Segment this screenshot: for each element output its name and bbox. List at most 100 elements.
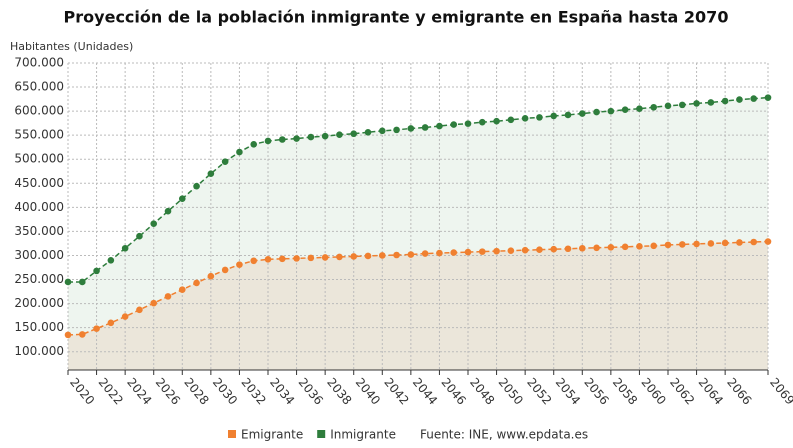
point bbox=[78, 331, 86, 338]
y-tick-label: 300.000 bbox=[14, 248, 64, 262]
x-tick-label: 2052 bbox=[524, 375, 554, 407]
point bbox=[764, 238, 772, 245]
point bbox=[593, 108, 600, 116]
point bbox=[636, 105, 643, 113]
y-tick-label: 150.000 bbox=[14, 320, 64, 334]
point bbox=[750, 95, 758, 102]
y-tick-label: 600.000 bbox=[14, 104, 64, 118]
point bbox=[264, 137, 272, 145]
point bbox=[336, 253, 343, 261]
point bbox=[378, 127, 386, 135]
point bbox=[493, 247, 500, 255]
point bbox=[78, 278, 86, 286]
point bbox=[536, 114, 543, 121]
y-tick-label: 250.000 bbox=[14, 272, 64, 286]
point bbox=[550, 245, 558, 253]
legend-label: Emigrante bbox=[241, 428, 303, 442]
x-tick-label: 2038 bbox=[324, 375, 354, 407]
point bbox=[64, 331, 72, 339]
x-tick-label: 2034 bbox=[267, 375, 297, 407]
point bbox=[436, 249, 443, 257]
x-tick-label: 2046 bbox=[438, 375, 468, 407]
x-tick-label: 2054 bbox=[553, 375, 583, 407]
point bbox=[607, 243, 615, 251]
x-tick-label: 2024 bbox=[124, 375, 154, 407]
x-tick-label: 2020 bbox=[67, 375, 97, 407]
point bbox=[450, 249, 458, 256]
y-tick-label: 100.000 bbox=[14, 344, 64, 358]
point bbox=[107, 319, 115, 327]
x-tick-label: 2022 bbox=[96, 375, 126, 407]
point bbox=[350, 130, 358, 138]
point bbox=[678, 101, 686, 109]
point bbox=[221, 158, 229, 165]
point bbox=[650, 242, 658, 250]
series-area bbox=[68, 241, 768, 370]
point bbox=[250, 257, 258, 265]
x-tick-label: 2069 bbox=[767, 375, 793, 407]
y-tick-label: 500.000 bbox=[14, 152, 64, 166]
point bbox=[364, 252, 372, 260]
point bbox=[693, 100, 700, 107]
point bbox=[64, 278, 72, 286]
point bbox=[121, 313, 129, 320]
point bbox=[93, 325, 100, 332]
point bbox=[721, 239, 729, 247]
x-tick-label: 2056 bbox=[581, 375, 611, 407]
x-tick-label: 2042 bbox=[381, 375, 411, 407]
point bbox=[207, 272, 215, 280]
point bbox=[350, 253, 358, 260]
point bbox=[436, 122, 443, 130]
point bbox=[321, 132, 329, 140]
y-tick-label: 350.000 bbox=[14, 224, 64, 238]
x-tick-label: 2036 bbox=[296, 375, 326, 407]
point bbox=[664, 241, 672, 249]
point bbox=[578, 244, 586, 252]
point bbox=[478, 118, 486, 126]
point bbox=[678, 241, 686, 248]
y-tick-label: 400.000 bbox=[14, 200, 64, 214]
point bbox=[378, 252, 386, 259]
point bbox=[707, 99, 715, 106]
point bbox=[178, 195, 186, 202]
point bbox=[307, 133, 315, 141]
point bbox=[593, 244, 600, 252]
point bbox=[364, 128, 372, 136]
point bbox=[136, 306, 143, 314]
point bbox=[336, 131, 343, 138]
x-tick-label: 2060 bbox=[638, 375, 668, 407]
x-tick-label: 2062 bbox=[667, 375, 697, 407]
point bbox=[464, 120, 472, 127]
point bbox=[707, 240, 715, 247]
point bbox=[250, 141, 258, 148]
point bbox=[736, 239, 743, 246]
legend-label: Inmigrante bbox=[330, 428, 396, 442]
point bbox=[521, 115, 529, 122]
y-tick-label: 650.000 bbox=[14, 80, 64, 94]
y-tick-label: 200.000 bbox=[14, 296, 64, 310]
y-axis-label: Habitantes (Unidades) bbox=[10, 40, 133, 53]
point bbox=[493, 117, 500, 125]
x-tick-label: 2040 bbox=[353, 375, 383, 407]
point bbox=[564, 245, 572, 253]
point bbox=[507, 116, 515, 124]
point bbox=[221, 266, 229, 274]
point bbox=[764, 94, 772, 101]
point bbox=[193, 279, 200, 287]
x-tick-label: 2026 bbox=[153, 375, 183, 407]
point bbox=[721, 97, 729, 105]
point bbox=[550, 112, 558, 120]
point bbox=[278, 255, 286, 263]
x-tick-label: 2030 bbox=[210, 375, 240, 407]
point bbox=[107, 256, 115, 264]
point bbox=[407, 125, 415, 132]
point bbox=[407, 251, 415, 258]
point bbox=[621, 106, 629, 113]
point bbox=[164, 207, 172, 215]
point bbox=[307, 254, 315, 262]
point bbox=[478, 248, 486, 255]
point bbox=[207, 170, 215, 177]
x-tick-label: 2044 bbox=[410, 375, 440, 407]
x-tick-label: 2048 bbox=[467, 375, 497, 407]
